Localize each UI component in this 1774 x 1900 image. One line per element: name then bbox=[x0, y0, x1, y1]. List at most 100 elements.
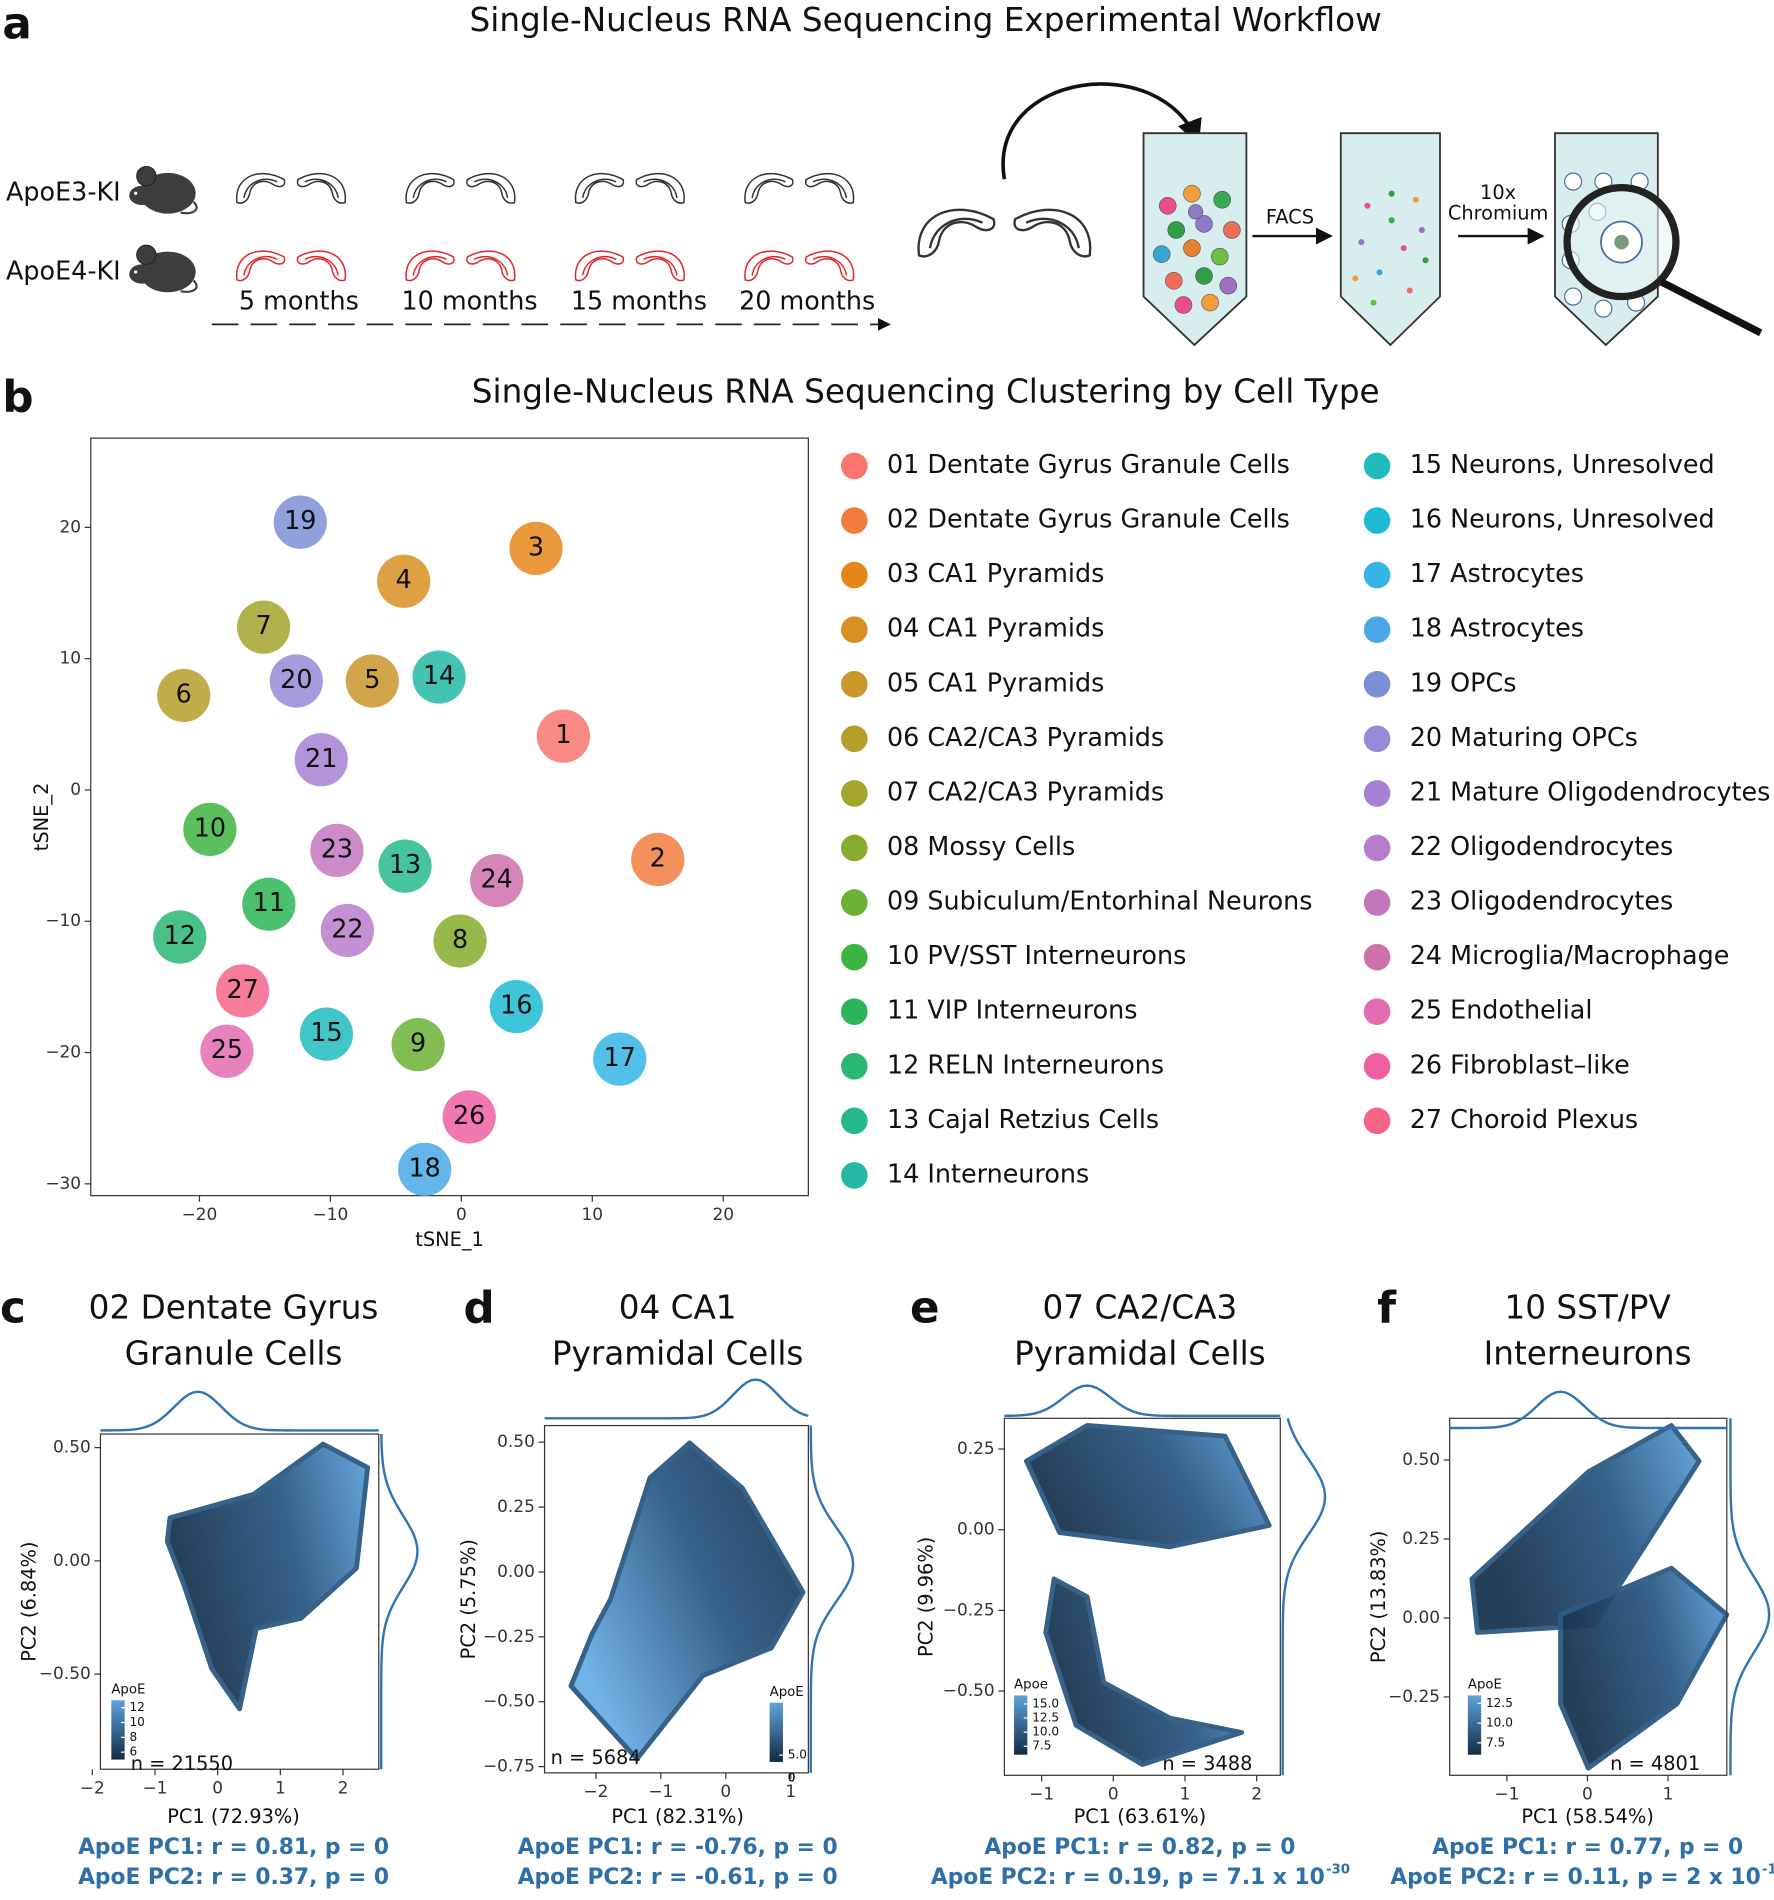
point-cloud bbox=[1558, 1565, 1730, 1771]
legend-swatch bbox=[841, 1107, 868, 1135]
cluster bbox=[377, 554, 431, 608]
legend-label: 08 Mossy Cells bbox=[887, 831, 1075, 861]
y-tick-label: 0.50 bbox=[497, 1431, 535, 1451]
legend-swatch bbox=[841, 1052, 868, 1080]
colorbar-tick-label: 10.0 bbox=[1486, 1716, 1513, 1730]
panel-letter: e bbox=[910, 1284, 940, 1334]
legend-label: 26 Fibroblast–like bbox=[1410, 1049, 1630, 1079]
cluster-label: 7 bbox=[256, 610, 272, 640]
x-tick-label: 2 bbox=[1251, 1784, 1262, 1804]
x-tick-label: 10 bbox=[582, 1204, 604, 1224]
cluster-label: 4 bbox=[396, 564, 412, 594]
cluster bbox=[153, 910, 207, 964]
point-cloud bbox=[164, 1441, 371, 1712]
colorbar-tick-label: 0 bbox=[788, 1770, 796, 1784]
cluster bbox=[273, 495, 327, 549]
legend-label: 16 Neurons, Unresolved bbox=[1410, 504, 1715, 534]
correlation-stat-exponent: -30 bbox=[1326, 1863, 1350, 1878]
legend-label: 17 Astrocytes bbox=[1410, 558, 1584, 588]
cluster bbox=[320, 903, 375, 958]
y-tick-label: 0.00 bbox=[497, 1561, 535, 1581]
cluster-label: 21 bbox=[305, 743, 337, 773]
plot-frame bbox=[1449, 1417, 1728, 1776]
colorbar-tick-label: 0 bbox=[788, 1770, 796, 1784]
marginal-density bbox=[100, 1390, 379, 1432]
y-tick-label: −30 bbox=[45, 1173, 81, 1193]
x-axis-label: PC1 (72.93%) bbox=[167, 1805, 300, 1828]
chart-title: Pyramidal Cells bbox=[552, 1334, 804, 1372]
cluster bbox=[299, 1007, 354, 1061]
legend-label: 06 CA2/CA3 Pyramids bbox=[887, 722, 1164, 752]
plot-frame bbox=[1003, 1417, 1281, 1776]
cluster bbox=[391, 1018, 445, 1072]
colorbar bbox=[769, 1702, 783, 1762]
panel-letter: b bbox=[2, 372, 33, 422]
legend-swatch bbox=[1363, 616, 1391, 643]
cluster bbox=[157, 668, 211, 723]
marginal-density bbox=[1281, 1417, 1327, 1776]
legend-swatch bbox=[841, 834, 868, 862]
colorbar bbox=[1014, 1695, 1028, 1755]
y-tick-label: 20 bbox=[60, 516, 82, 536]
cluster bbox=[310, 823, 364, 877]
legend-swatch bbox=[1363, 889, 1391, 916]
cluster bbox=[183, 802, 237, 856]
y-tick-label: 0.25 bbox=[1402, 1528, 1440, 1548]
legend-label: 04 CA1 Pyramids bbox=[887, 613, 1104, 643]
legend-label: 15 Neurons, Unresolved bbox=[1410, 449, 1715, 479]
legend-swatch bbox=[1363, 943, 1391, 971]
legend-label: 22 Oligodendrocytes bbox=[1410, 831, 1673, 861]
correlation-stat: ApoE PC1: r = 0.82, p = 0 bbox=[984, 1835, 1295, 1860]
y-tick-label: −0.25 bbox=[943, 1599, 995, 1619]
y-tick-label: −0.50 bbox=[39, 1663, 91, 1683]
y-tick-label: −0.25 bbox=[1388, 1686, 1440, 1706]
y-tick-label: 0.00 bbox=[1402, 1607, 1440, 1627]
y-tick-label: −0.25 bbox=[483, 1626, 535, 1646]
x-tick-label: 20 bbox=[712, 1204, 734, 1224]
y-tick-label: 0.00 bbox=[957, 1519, 995, 1539]
colorbar-tick-label: 7.5 bbox=[1486, 1735, 1505, 1749]
cluster-label: 1 bbox=[555, 719, 571, 749]
group-label: ApoE4-KI bbox=[6, 255, 121, 285]
x-axis-label: PC1 (58.54%) bbox=[1521, 1805, 1654, 1828]
cluster bbox=[378, 839, 432, 893]
step-label: Chromium bbox=[1448, 202, 1549, 225]
legend-swatch bbox=[841, 561, 868, 589]
cluster-label: 10 bbox=[194, 812, 226, 842]
y-tick-label: 0.50 bbox=[1402, 1449, 1440, 1469]
cluster-label: 20 bbox=[280, 664, 312, 694]
legend-label: 20 Maturing OPCs bbox=[1410, 722, 1638, 752]
colorbar-tick-label: 12 bbox=[129, 1700, 144, 1714]
cluster bbox=[470, 853, 524, 908]
x-tick-label: 0 bbox=[720, 1781, 731, 1801]
y-tick-label: 0.50 bbox=[53, 1437, 91, 1457]
colorbar-tick-label: 6 bbox=[129, 1745, 137, 1759]
cluster-label: 9 bbox=[410, 1028, 426, 1058]
correlation-stat: ApoE PC2: r = 0.19, p = 7.1 x 10 bbox=[931, 1865, 1325, 1890]
colorbar-tick-label: 12.5 bbox=[1032, 1711, 1059, 1725]
cluster-label: 6 bbox=[176, 678, 192, 708]
workflow-diagram bbox=[128, 82, 1763, 347]
cluster-label: 11 bbox=[253, 887, 285, 917]
panel-letter: c bbox=[0, 1284, 26, 1334]
correlation-stat: ApoE PC1: r = 0.81, p = 0 bbox=[78, 1835, 389, 1860]
correlation-stat: ApoE PC2: r = 0.11, p = 2 x 10 bbox=[1390, 1865, 1760, 1890]
legend-label: 27 Choroid Plexus bbox=[1410, 1104, 1638, 1134]
cluster bbox=[242, 877, 296, 931]
y-axis-label: PC2 (13.83%) bbox=[1367, 1530, 1390, 1663]
legend-swatch bbox=[1363, 1107, 1391, 1135]
cluster-label: 23 bbox=[321, 833, 353, 863]
cluster bbox=[269, 654, 323, 708]
legend-swatch bbox=[841, 670, 868, 698]
correlation-stat: ApoE PC1: r = -0.76, p = 0 bbox=[518, 1835, 838, 1860]
legend-label: 10 PV/SST Interneurons bbox=[887, 940, 1186, 970]
legend-swatch bbox=[1363, 780, 1391, 807]
colorbar-title: ApoE bbox=[1468, 1678, 1502, 1693]
legend-swatch bbox=[1363, 561, 1391, 589]
legend-swatch bbox=[841, 452, 868, 480]
colorbar-title: ApoE bbox=[770, 1685, 804, 1700]
cluster bbox=[345, 654, 399, 708]
x-tick-label: −1 bbox=[1029, 1784, 1054, 1804]
point-cloud bbox=[1043, 1576, 1245, 1767]
